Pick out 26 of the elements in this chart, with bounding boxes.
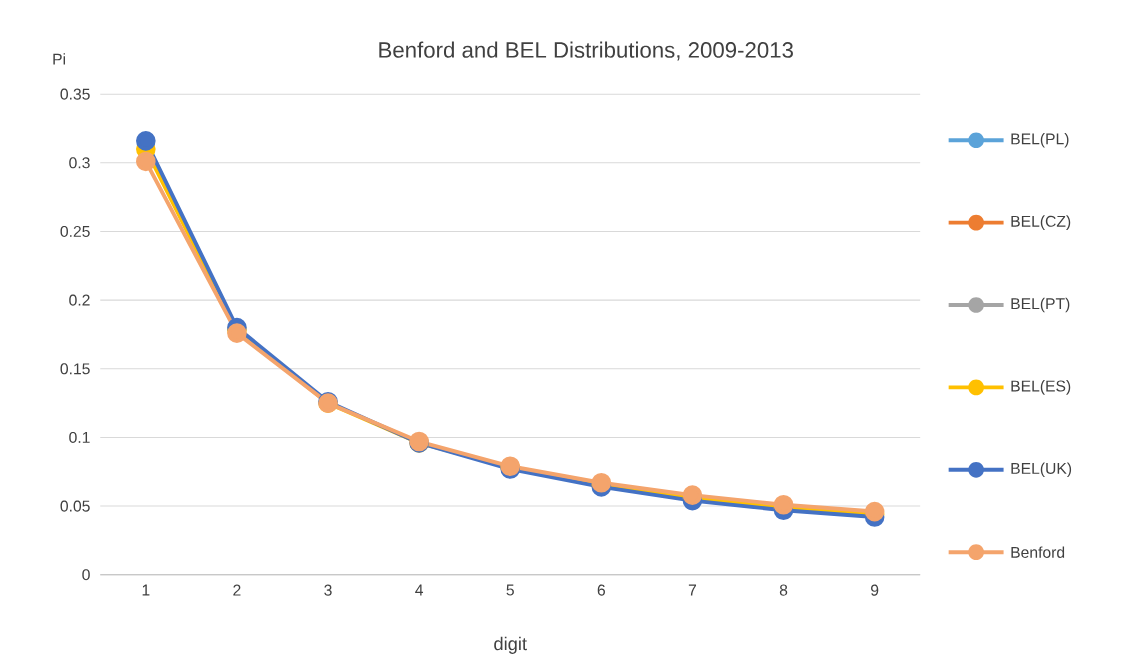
x-tick-label: 6 <box>597 584 606 596</box>
x-axis-title: digit <box>494 636 527 654</box>
legend-label: BEL(UK) <box>1011 462 1072 478</box>
x-tick-label: 1 <box>142 584 150 596</box>
legend-label: BEL(PT) <box>1011 297 1070 313</box>
y-tick-label: 0 <box>82 569 90 581</box>
x-tick-label: 3 <box>324 584 332 596</box>
x-tick-label: 4 <box>415 584 424 596</box>
chart-title: Benford and BEL Distributions, 2009-2013 <box>379 41 793 61</box>
x-tick-label: 7 <box>688 584 697 596</box>
y-tick-label: 0.05 <box>60 500 90 512</box>
y-axis-title: Pi <box>53 53 65 65</box>
x-tick-label: 5 <box>506 584 514 596</box>
x-tick-label: 8 <box>779 584 788 596</box>
y-tick-label: 0.25 <box>60 225 90 238</box>
legend-label: BEL(PL) <box>1011 132 1069 148</box>
legend-label: BEL(CZ) <box>1011 215 1071 230</box>
y-tick-label: 0.3 <box>69 157 90 169</box>
y-tick-label: 0.15 <box>60 363 90 375</box>
x-tick-label: 9 <box>871 584 879 596</box>
legend-label: Benford <box>1011 546 1065 558</box>
y-tick-label: 0.2 <box>69 294 90 306</box>
legend-label: BEL(ES) <box>1011 380 1071 395</box>
y-tick-label: 0.35 <box>60 88 90 100</box>
y-tick-label: 0.1 <box>69 431 90 443</box>
x-tick-label: 2 <box>233 584 241 596</box>
